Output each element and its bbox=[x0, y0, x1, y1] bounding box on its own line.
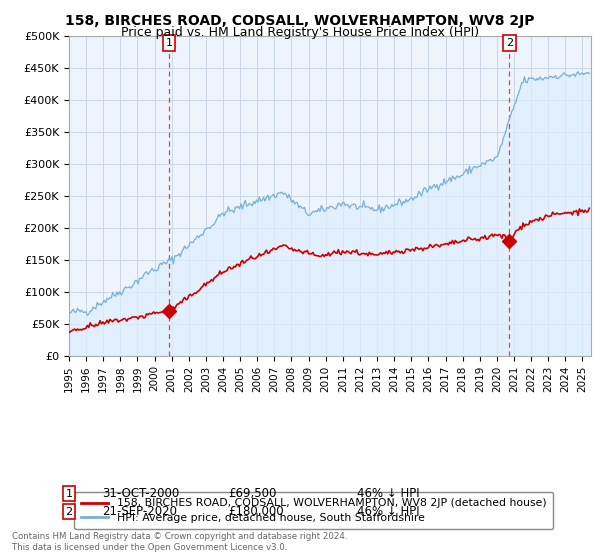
Text: Contains HM Land Registry data © Crown copyright and database right 2024.
This d: Contains HM Land Registry data © Crown c… bbox=[12, 532, 347, 552]
Text: 31-OCT-2000: 31-OCT-2000 bbox=[102, 487, 179, 501]
Text: £180,000: £180,000 bbox=[228, 505, 284, 519]
Text: Price paid vs. HM Land Registry's House Price Index (HPI): Price paid vs. HM Land Registry's House … bbox=[121, 26, 479, 39]
Text: 158, BIRCHES ROAD, CODSALL, WOLVERHAMPTON, WV8 2JP: 158, BIRCHES ROAD, CODSALL, WOLVERHAMPTO… bbox=[65, 14, 535, 28]
Text: 46% ↓ HPI: 46% ↓ HPI bbox=[357, 505, 419, 519]
Text: 1: 1 bbox=[166, 38, 172, 48]
Text: 21-SEP-2020: 21-SEP-2020 bbox=[102, 505, 177, 519]
Text: 2: 2 bbox=[506, 38, 513, 48]
Text: 46% ↓ HPI: 46% ↓ HPI bbox=[357, 487, 419, 501]
Text: 1: 1 bbox=[65, 489, 73, 499]
Text: £69,500: £69,500 bbox=[228, 487, 277, 501]
Legend: 158, BIRCHES ROAD, CODSALL, WOLVERHAMPTON, WV8 2JP (detached house), HPI: Averag: 158, BIRCHES ROAD, CODSALL, WOLVERHAMPTO… bbox=[74, 492, 553, 529]
Text: 2: 2 bbox=[65, 507, 73, 517]
